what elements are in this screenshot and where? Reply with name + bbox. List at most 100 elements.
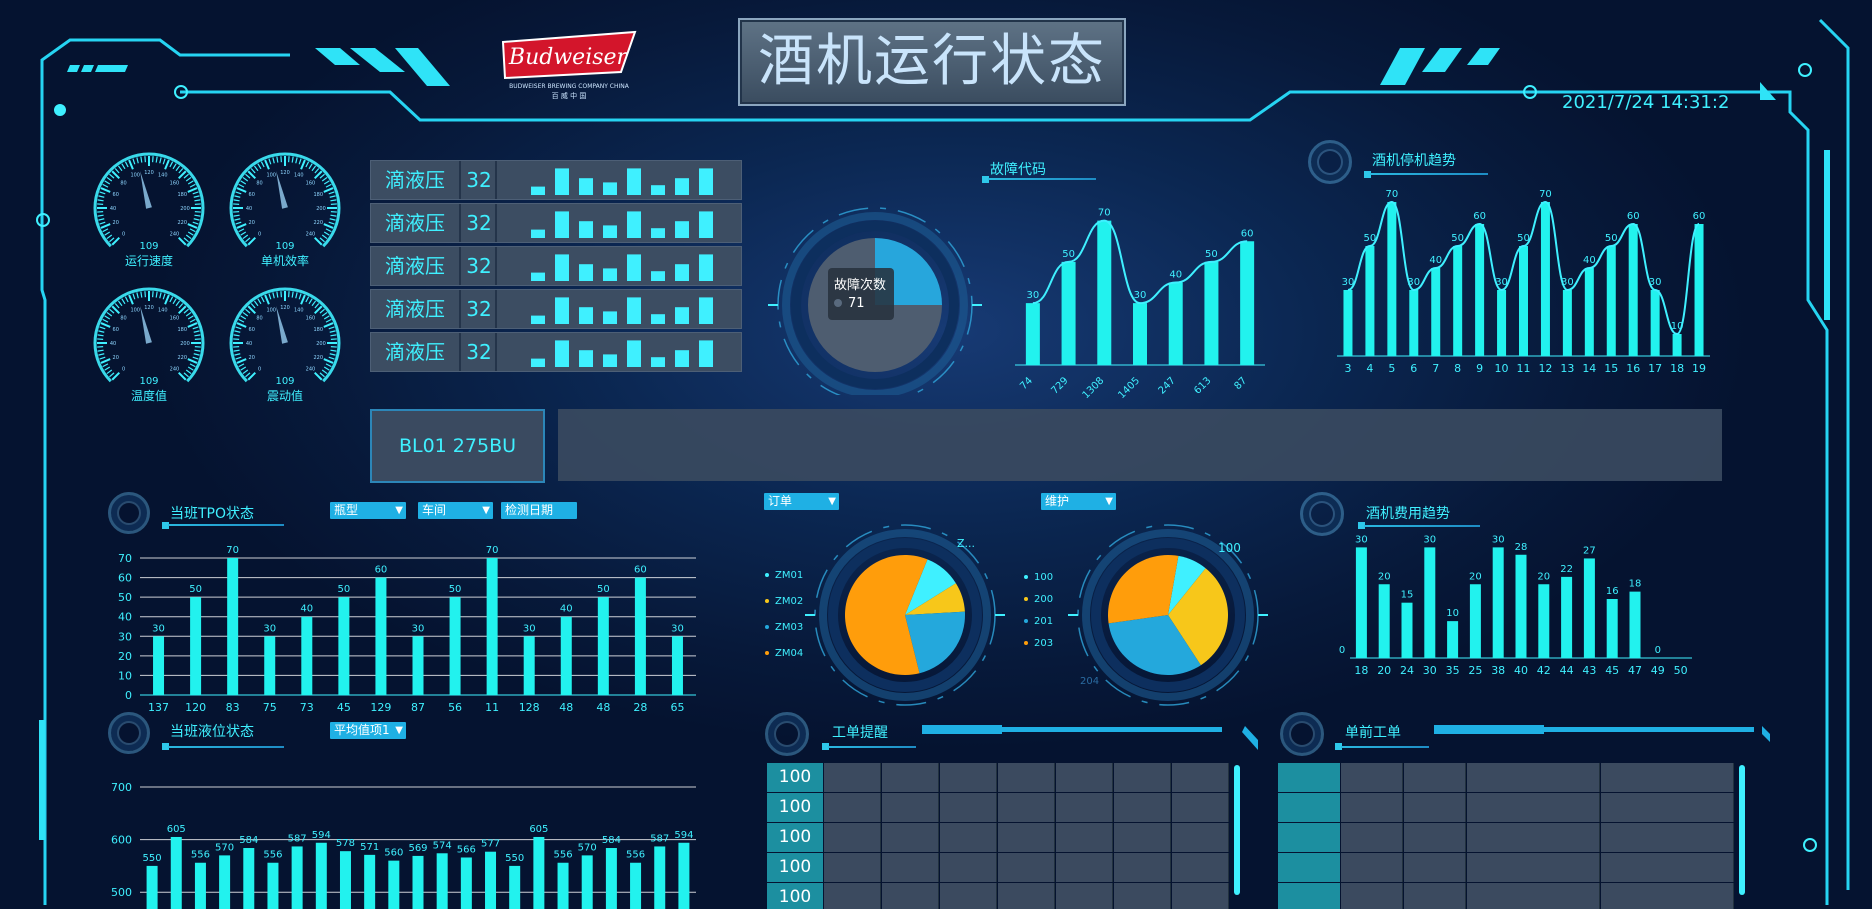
chart-bar [605,848,617,909]
table-scrollbar[interactable] [1739,765,1745,895]
bottle-type-select[interactable]: 瓶型 ▼ [330,502,406,519]
gauge-tick [99,221,106,225]
gauge-tick [323,187,334,193]
pie-slice [1108,555,1179,624]
legend-item[interactable]: ZM01 [765,570,803,581]
gauge-tick [100,358,111,364]
chart-bar [301,616,313,695]
stop-trend-title: 酒机停机趋势 [1372,153,1456,169]
legend-item[interactable]: 100 [1024,572,1053,583]
data-label: 22 [1560,564,1573,575]
title-underline [168,746,284,748]
gauge-tick [233,349,240,352]
x-tick-label: 15 [1604,362,1618,375]
x-tick-label: 56 [448,701,462,714]
gauge-tick [329,330,336,333]
table-row[interactable]: 100 [767,793,1237,822]
table-row[interactable]: 100 [767,763,1237,792]
gauge-tick-label: 140 [294,308,304,314]
gauge-tick [233,334,240,337]
table-scrollbar[interactable] [1234,765,1240,895]
table-row[interactable]: 100 [767,883,1237,909]
legend-item[interactable]: ZM02 [765,596,803,607]
gauge-tick [187,366,194,371]
gauge-tick [155,291,158,298]
chart-bar [1562,290,1572,356]
gauge-tick [98,353,105,356]
workshop-select[interactable]: 车间 ▼ [418,502,493,519]
gauge-tick [114,303,120,309]
legend-item[interactable]: 203 [1024,638,1053,649]
chart-bar [1409,290,1419,356]
table-row[interactable] [1278,793,1738,822]
legend-item[interactable]: 201 [1024,616,1053,627]
gauge-tick [319,237,325,243]
data-label: 60 [375,565,388,576]
mini-bar [675,307,689,324]
data-label: 20 [1378,571,1391,582]
order-select[interactable]: 订单 ▼ [764,493,839,510]
legend-label: ZM02 [775,596,804,607]
chevron-down-icon: ▼ [395,725,403,736]
gauge-tick-label: 200 [316,341,326,347]
chart-bar [264,636,276,695]
table-cell [1404,883,1466,909]
gauge-tick [233,214,240,217]
x-tick-label: 4 [1366,362,1373,375]
gauge-tick [111,371,121,381]
gauge-tick-label: 40 [110,206,116,212]
gauge-tick [169,161,174,168]
mini-bar [651,314,665,324]
chart-bar [1431,268,1441,356]
average-select[interactable]: 平均值项1 ▼ [330,722,406,739]
data-label: 30 [1134,290,1147,301]
legend-dot [1024,575,1028,579]
data-label: 556 [626,850,645,861]
date-filter-button[interactable]: 检测日期 [501,502,577,519]
data-label: 605 [167,824,186,835]
svg-text:百 威 中 国: 百 威 中 国 [552,91,587,100]
gauge-tick-label: 220 [313,220,323,226]
data-label: 60 [1627,211,1640,222]
status-row: 滴液压 32 [370,246,742,286]
table-row[interactable] [1278,763,1738,792]
table-row[interactable] [1278,883,1738,909]
order-pie-chart [805,524,1005,706]
x-tick-label: 18 [1354,664,1368,677]
data-label: 20 [1537,571,1550,582]
mini-bar [699,254,713,281]
legend-item[interactable]: 200 [1024,594,1053,605]
table-row[interactable] [1278,823,1738,852]
table-row[interactable]: 100 [767,823,1237,852]
tpo-status-title: 当班TPO状态 [170,506,255,522]
table-cell [1172,763,1229,792]
table-cell-id [1278,853,1340,882]
maintain-select[interactable]: 维护 ▼ [1041,493,1116,510]
chart-bar [388,860,400,909]
gauge-tick [177,371,187,381]
legend-item[interactable]: ZM04 [765,648,803,659]
chevron-down-icon: ▼ [482,505,490,516]
status-mini-chart [531,211,713,238]
gauge-tick [124,161,129,168]
data-label: 20 [1469,571,1482,582]
gauge-tick [323,358,334,364]
legend-item[interactable]: ZM03 [765,622,803,633]
gauge-tick [313,236,323,246]
x-tick-label: 65 [670,701,684,714]
gauge-tick [132,158,136,165]
table-row[interactable]: 100 [767,853,1237,882]
data-label: 594 [674,830,693,841]
table-row[interactable] [1278,853,1738,882]
data-label: 30 [1561,277,1574,288]
x-tick-label: 613 [1192,375,1213,396]
gauge-tick [185,176,192,182]
work-order-alert-title: 工单提醒 [832,725,888,741]
gauge-tick [264,294,270,305]
chart-bar [1515,554,1527,658]
y-tick-label: 60 [118,572,132,585]
gauge-tick-label: 80 [256,316,262,322]
data-label: 556 [191,850,210,861]
